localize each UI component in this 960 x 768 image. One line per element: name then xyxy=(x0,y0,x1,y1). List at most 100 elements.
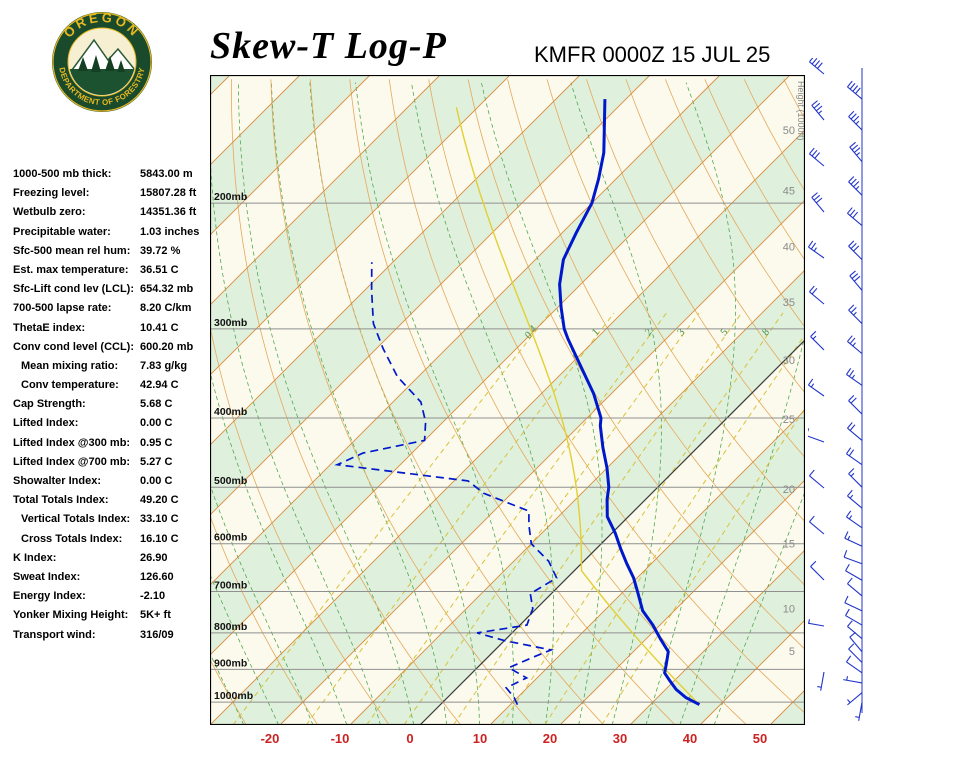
index-row: Freezing level: 15807.28 ft xyxy=(13,186,213,205)
isotherm-line xyxy=(210,75,371,236)
index-row: K Index: 26.90 xyxy=(13,551,213,570)
moist-adiabat-line xyxy=(645,82,736,725)
wind-barb xyxy=(844,531,863,547)
height-scale-label: 40 xyxy=(783,241,795,253)
pressure-label: 300mb xyxy=(214,317,247,329)
dry-adiabat-line xyxy=(428,79,805,714)
index-label: K Index: xyxy=(13,551,57,564)
index-row: 700-500 lapse rate: 8.20 C/km xyxy=(13,301,213,320)
index-label: Lifted Index: xyxy=(13,417,79,430)
isotherm-line xyxy=(210,75,721,586)
wind-barb xyxy=(843,549,863,565)
wind-barb xyxy=(847,692,863,706)
isotherm-line xyxy=(349,269,805,725)
index-label: Freezing level: xyxy=(13,187,90,200)
index-value: 10.41 C xyxy=(140,321,179,334)
isotherm-line xyxy=(210,75,511,376)
isotherm-line xyxy=(279,199,805,725)
wind-barb xyxy=(817,671,825,691)
wind-barb xyxy=(848,468,863,488)
index-label: Mean mixing ratio: xyxy=(21,359,119,372)
temp-axis-label: 10 xyxy=(472,731,488,746)
dry-adiabat-line xyxy=(349,79,676,725)
wind-barb xyxy=(810,560,825,581)
index-value: 49.20 C xyxy=(140,494,179,507)
wind-barb xyxy=(847,207,863,226)
temp-axis-label: -10 xyxy=(330,731,350,746)
index-row: Conv cond level (CCL): 600.20 mb xyxy=(13,340,213,359)
wind-barb xyxy=(848,240,863,261)
wind-barb xyxy=(843,676,863,684)
index-row: Vertical Totals Index: 33.10 C xyxy=(13,512,213,531)
index-label: Lifted Index @700 mb: xyxy=(13,455,131,468)
temp-axis-label: -20 xyxy=(260,731,280,746)
moist-adiabat-line xyxy=(570,82,662,725)
wind-barb xyxy=(847,80,863,100)
wind-barb xyxy=(808,240,825,259)
index-row: Energy Index: -2.10 xyxy=(13,589,213,608)
temp-axis-label: 40 xyxy=(682,731,698,746)
mixing-ratio-line xyxy=(403,312,700,725)
isotherm-line xyxy=(559,479,805,725)
temp-axis-label: 30 xyxy=(612,731,628,746)
dry-adiabat-line xyxy=(210,324,390,725)
index-value: 5.27 C xyxy=(140,455,173,468)
dry-adiabat-line xyxy=(704,79,805,261)
dry-adiabat-line xyxy=(210,514,318,725)
moist-adiabat-line xyxy=(679,333,805,725)
index-value: 36.51 C xyxy=(140,263,179,276)
wind-barb xyxy=(845,367,863,386)
index-label: Sfc-Lift cond lev (LCL): xyxy=(13,283,134,296)
index-label: Precipitable water: xyxy=(13,225,111,238)
wind-barb xyxy=(848,643,863,663)
dewpoint-trace xyxy=(334,262,558,705)
moist-adiabat-line xyxy=(411,82,554,725)
index-row: Lifted Index @300 mb: 0.95 C xyxy=(13,436,213,455)
index-label: Conv cond level (CCL): xyxy=(13,340,135,353)
index-row: Precipitable water: 1.03 inches xyxy=(13,225,213,244)
pressure-label: 700mb xyxy=(214,580,247,592)
wind-barb xyxy=(845,563,863,581)
index-label: Vertical Totals Index: xyxy=(21,513,131,526)
mixing-ratio-line xyxy=(544,333,805,725)
moist-adiabat-line xyxy=(210,370,348,725)
moist-adiabat-line xyxy=(238,82,415,725)
wind-barb xyxy=(847,489,863,509)
mixing-ratio-label: 2 xyxy=(643,327,655,338)
pressure-label: 800mb xyxy=(214,621,247,633)
wind-barb xyxy=(847,422,863,441)
isotherm-line xyxy=(210,75,651,516)
height-scale-label: 20 xyxy=(783,484,795,496)
index-label: 700-500 lapse rate: xyxy=(13,302,112,315)
index-row: Sfc-500 mean rel hum: 39.72 % xyxy=(13,244,213,263)
index-label: Sweat Index: xyxy=(13,570,81,583)
index-value: 654.32 mb xyxy=(140,283,194,296)
index-value: 33.10 C xyxy=(140,513,179,526)
height-scale-label: 10 xyxy=(783,604,795,616)
dry-adiabat-line xyxy=(388,79,747,725)
isotherm-line xyxy=(489,409,805,725)
index-row: Sweat Index: 126.60 xyxy=(13,570,213,589)
isotherm-line xyxy=(210,129,805,725)
index-row: Conv temperature: 42.94 C xyxy=(13,378,213,397)
mixing-ratio-label: 1 xyxy=(590,327,602,338)
index-value: 600.20 mb xyxy=(140,340,194,353)
dry-adiabat-line xyxy=(309,79,604,725)
isotherm-line xyxy=(210,75,791,656)
wind-barb xyxy=(810,330,825,351)
index-value: 7.83 g/kg xyxy=(140,359,188,372)
dry-adiabat-line xyxy=(743,79,805,192)
pressure-label: 200mb xyxy=(214,191,247,203)
index-row: Wetbulb zero: 14351.36 ft xyxy=(13,205,213,224)
index-value: 316/09 xyxy=(140,628,174,641)
index-row: Transport wind: 316/09 xyxy=(13,628,213,647)
index-row: Lifted Index: 0.00 C xyxy=(13,416,213,435)
index-row: 1000-500 mb thick: 5843.00 m xyxy=(13,167,213,186)
index-value: 0.00 C xyxy=(140,475,173,487)
dry-adiabat-line xyxy=(546,79,805,523)
moist-adiabat-line xyxy=(713,490,805,725)
pressure-label: 900mb xyxy=(214,657,247,669)
index-value: 15807.28 ft xyxy=(140,187,197,200)
index-value: 16.10 C xyxy=(140,532,179,545)
wind-barb xyxy=(845,608,863,626)
